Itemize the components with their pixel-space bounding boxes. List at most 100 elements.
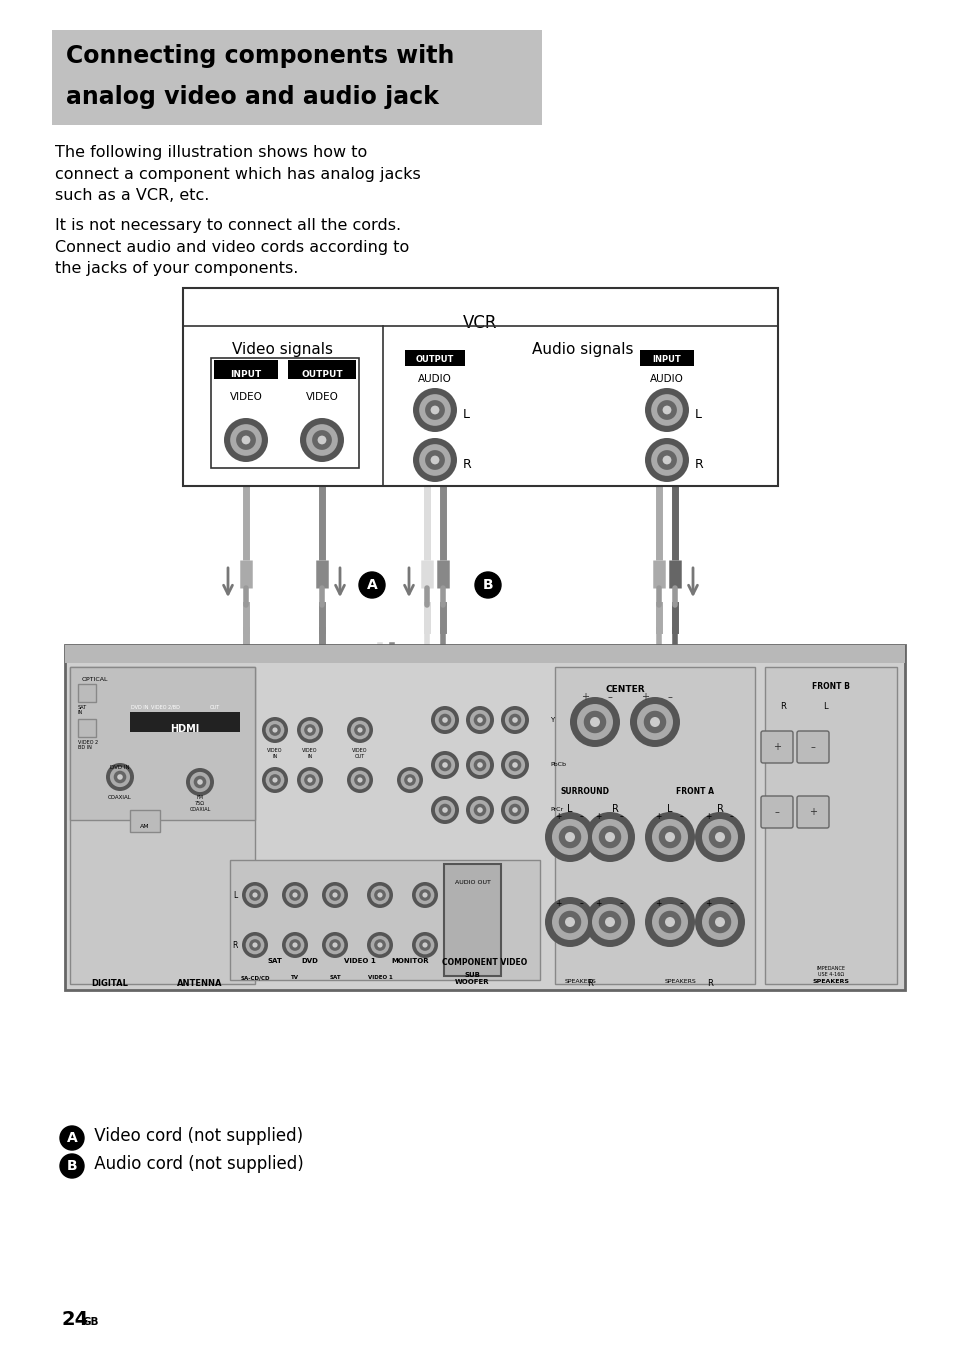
Text: It is not necessary to connect all the cords.
Connect audio and video cords acco: It is not necessary to connect all the c… — [55, 218, 409, 276]
Circle shape — [242, 932, 268, 959]
Text: TV: TV — [291, 975, 298, 980]
Circle shape — [367, 882, 393, 909]
Circle shape — [413, 438, 456, 483]
Circle shape — [651, 904, 687, 940]
Circle shape — [404, 775, 416, 786]
Circle shape — [644, 896, 695, 946]
Text: L: L — [233, 891, 237, 899]
Text: R: R — [611, 804, 618, 814]
Circle shape — [664, 831, 675, 842]
Circle shape — [442, 717, 447, 723]
Bar — [70, 667, 254, 821]
Circle shape — [416, 886, 434, 904]
Circle shape — [416, 936, 434, 955]
Circle shape — [273, 777, 277, 783]
Text: SAT: SAT — [329, 975, 340, 980]
Circle shape — [358, 572, 385, 598]
Text: +: + — [808, 807, 816, 817]
Circle shape — [285, 936, 304, 955]
Circle shape — [422, 942, 427, 948]
Text: AM: AM — [140, 823, 150, 829]
Circle shape — [552, 819, 587, 854]
Circle shape — [367, 932, 393, 959]
Circle shape — [435, 754, 455, 775]
Text: HDMI: HDMI — [171, 725, 199, 734]
Text: R: R — [233, 941, 237, 949]
Circle shape — [714, 917, 724, 927]
Circle shape — [701, 819, 738, 854]
Circle shape — [598, 826, 620, 848]
Circle shape — [224, 418, 268, 462]
Text: MONITOR: MONITOR — [391, 959, 428, 964]
Text: +: + — [640, 692, 648, 702]
Circle shape — [558, 911, 580, 933]
Circle shape — [282, 932, 308, 959]
Text: AUDIO OUT: AUDIO OUT — [455, 880, 491, 886]
Bar — [555, 667, 754, 984]
Circle shape — [714, 831, 724, 842]
Circle shape — [592, 819, 627, 854]
Text: SPEAKERS: SPEAKERS — [812, 979, 848, 984]
Text: AUDIO: AUDIO — [417, 375, 452, 384]
Circle shape — [629, 698, 679, 748]
Circle shape — [377, 942, 382, 948]
Circle shape — [604, 917, 615, 927]
Circle shape — [304, 775, 315, 786]
Text: –: – — [667, 692, 672, 702]
Text: –: – — [810, 742, 815, 752]
Circle shape — [649, 717, 659, 727]
Circle shape — [425, 400, 444, 420]
Circle shape — [110, 767, 130, 787]
Circle shape — [329, 890, 340, 900]
Text: OUTPUT: OUTPUT — [416, 356, 454, 364]
Text: COMPONENT VIDEO: COMPONENT VIDEO — [442, 959, 527, 967]
Text: AUDIO: AUDIO — [649, 375, 683, 384]
Circle shape — [430, 456, 439, 464]
Text: VIDEO 1: VIDEO 1 — [367, 975, 392, 980]
Text: OPTICAL: OPTICAL — [82, 677, 109, 681]
Circle shape — [442, 763, 447, 768]
Circle shape — [657, 450, 677, 470]
Circle shape — [662, 456, 671, 464]
Circle shape — [412, 882, 437, 909]
Circle shape — [357, 777, 362, 783]
Circle shape — [584, 896, 635, 946]
Circle shape — [262, 717, 288, 744]
Text: CENTER: CENTER — [604, 685, 644, 694]
Circle shape — [552, 904, 587, 940]
Circle shape — [418, 395, 451, 426]
Circle shape — [374, 890, 385, 900]
Circle shape — [474, 714, 486, 726]
Text: VIDEO: VIDEO — [305, 392, 338, 402]
Text: –: – — [774, 807, 779, 817]
Circle shape — [435, 800, 455, 821]
Circle shape — [544, 896, 595, 946]
Text: VCR: VCR — [463, 314, 497, 333]
Bar — [230, 860, 539, 980]
Circle shape — [695, 813, 744, 863]
Circle shape — [106, 763, 133, 791]
Text: –: – — [619, 813, 623, 821]
Circle shape — [265, 771, 284, 790]
Circle shape — [197, 779, 203, 784]
Circle shape — [584, 813, 635, 863]
Circle shape — [253, 892, 257, 898]
Circle shape — [583, 711, 605, 733]
Circle shape — [438, 758, 451, 771]
Circle shape — [508, 714, 520, 726]
Circle shape — [289, 890, 300, 900]
Text: analog video and audio jack: analog video and audio jack — [66, 85, 438, 110]
Circle shape — [644, 388, 688, 433]
Text: Audio signals: Audio signals — [532, 342, 633, 357]
Circle shape — [117, 775, 123, 780]
Circle shape — [465, 706, 494, 734]
Circle shape — [708, 911, 731, 933]
Circle shape — [418, 940, 431, 950]
Text: L: L — [462, 408, 470, 420]
Circle shape — [249, 890, 260, 900]
Circle shape — [659, 911, 680, 933]
Text: Audio cord (not supplied): Audio cord (not supplied) — [89, 1155, 303, 1174]
Circle shape — [418, 445, 451, 476]
Circle shape — [371, 886, 389, 904]
Circle shape — [465, 750, 494, 779]
